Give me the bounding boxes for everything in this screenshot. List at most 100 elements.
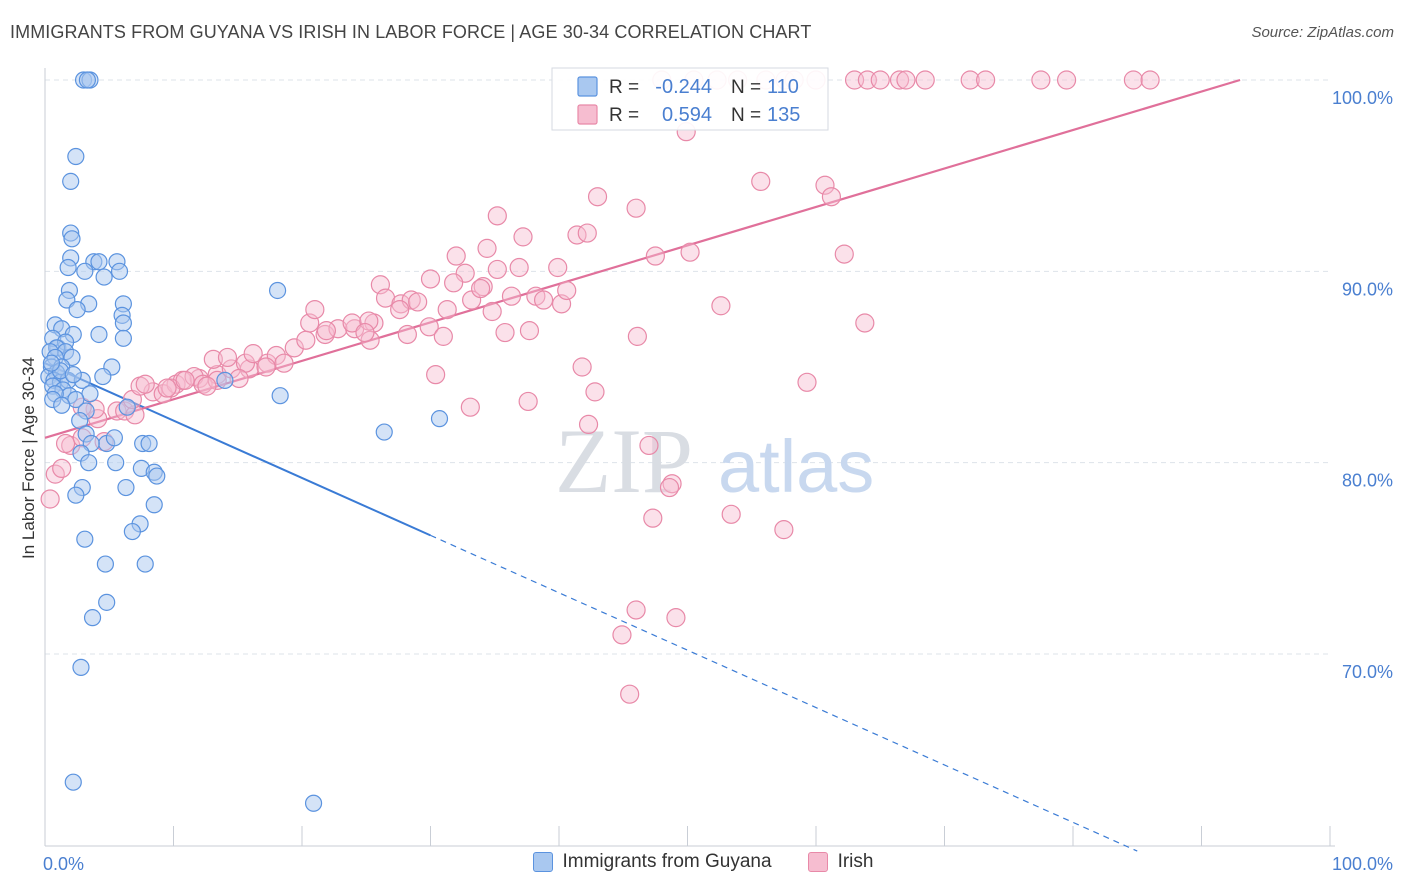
irish-point [797, 372, 817, 392]
irish-point [342, 313, 362, 333]
irish-point [513, 227, 533, 247]
axes: 70.0% 80.0% 90.0% 100.0% 0.0% 100.0% [43, 68, 1393, 874]
guyana-point [83, 609, 102, 627]
guyana-point [96, 555, 114, 573]
guyana-point [375, 423, 393, 441]
guyana-point [118, 398, 136, 416]
irish-point [135, 374, 155, 394]
irish-point [390, 300, 410, 320]
guyana-trend-line [44, 362, 431, 537]
irish-point [620, 684, 640, 704]
irish-point [55, 433, 76, 454]
watermark-atlas: atlas [718, 425, 874, 508]
guyana-point [67, 147, 85, 166]
irish-point [471, 278, 491, 299]
guyana-point [107, 454, 125, 472]
guyana-point [90, 325, 108, 344]
guyana-point [63, 230, 81, 248]
irish-point [639, 435, 659, 456]
data-points [40, 70, 1160, 812]
irish-point [305, 300, 325, 320]
irish-point [446, 246, 466, 266]
irish-point [175, 370, 195, 390]
irish-point [1056, 70, 1077, 90]
y-tick-label: 70.0% [1342, 662, 1393, 682]
irish-point [821, 187, 842, 207]
irish-point [533, 290, 554, 310]
guyana-point [42, 354, 61, 372]
irish-point [355, 322, 375, 343]
irish-point [626, 600, 646, 620]
trend-lines [44, 78, 1241, 852]
irish-point [420, 269, 441, 289]
irish-point [577, 223, 597, 243]
irish-point [243, 344, 263, 364]
irish-point [203, 349, 223, 369]
irish-point [626, 198, 646, 218]
legend-item-irish[interactable]: Irish [807, 851, 873, 873]
irish-point [572, 357, 592, 377]
guyana-point [145, 496, 163, 514]
legend-label-guyana: Immigrants from Guyana [562, 851, 772, 872]
irish-point [256, 357, 276, 377]
irish-point [518, 391, 538, 412]
irish-point [774, 520, 794, 540]
irish-point [487, 206, 507, 226]
irish-point [217, 347, 238, 368]
irish-point [557, 280, 577, 301]
y-tick-label: 80.0% [1342, 471, 1393, 491]
guyana-point [78, 71, 97, 89]
guyana-point [114, 314, 132, 332]
series-legend: Immigrants from Guyana Irish [0, 851, 1406, 873]
x-tick-label: 0.0% [43, 854, 84, 874]
legend-n-label: N = [731, 77, 761, 98]
irish-point [643, 508, 663, 528]
irish-point [751, 171, 771, 192]
guyana-point [76, 262, 94, 280]
guyana-point [216, 371, 234, 389]
legend-swatch [577, 76, 598, 97]
irish-point [666, 608, 686, 628]
irish-point [585, 382, 605, 402]
irish-point [482, 301, 502, 322]
irish-point [397, 324, 417, 345]
guyana-point [136, 555, 154, 573]
legend-n-label: N = [731, 105, 761, 126]
watermark: ZIP atlas [555, 410, 874, 512]
irish-point [40, 489, 60, 509]
irish-point [1140, 70, 1160, 90]
guyana-point [105, 429, 123, 447]
irish-point [612, 625, 632, 645]
irish-point [274, 353, 294, 373]
irish-point [627, 326, 647, 346]
irish-point [408, 292, 428, 312]
irish-point [815, 175, 835, 195]
guyana-point [64, 773, 82, 791]
irish-point [487, 259, 507, 280]
legend-r-label: R = [609, 105, 639, 126]
legend-n-value: 110 [767, 76, 799, 98]
guyana-point [59, 258, 77, 277]
irish-point [1123, 70, 1143, 90]
guyana-point [98, 593, 116, 611]
watermark-zip: ZIP [555, 410, 693, 512]
guyana-point [123, 522, 141, 541]
irish-point [645, 246, 665, 266]
irish-point [721, 504, 741, 524]
legend-swatch-guyana [532, 852, 553, 872]
guyana-point [68, 301, 86, 319]
irish-point [433, 326, 453, 346]
guyana-point [64, 366, 82, 384]
irish-point [460, 397, 480, 417]
guyana-point [67, 486, 85, 504]
guyana-point [80, 454, 98, 472]
irish-point [519, 321, 540, 341]
correlation-legend: R = -0.244 N = 110 R = 0.594 N = 135 [551, 67, 829, 131]
irish-point [284, 338, 304, 358]
irish-point [316, 321, 337, 341]
irish-point [419, 317, 439, 337]
guyana-point [72, 658, 90, 676]
legend-item-guyana[interactable]: Immigrants from Guyana [532, 851, 772, 873]
irish-point [870, 70, 890, 90]
irish-point [501, 286, 522, 306]
